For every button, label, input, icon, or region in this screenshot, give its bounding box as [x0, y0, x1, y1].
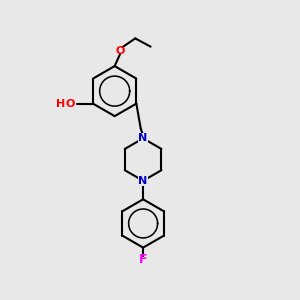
Text: O: O	[65, 99, 75, 109]
Text: N: N	[139, 176, 148, 186]
Text: O: O	[115, 46, 125, 56]
Text: H: H	[56, 99, 65, 109]
Text: N: N	[139, 134, 148, 143]
Text: F: F	[139, 254, 147, 266]
